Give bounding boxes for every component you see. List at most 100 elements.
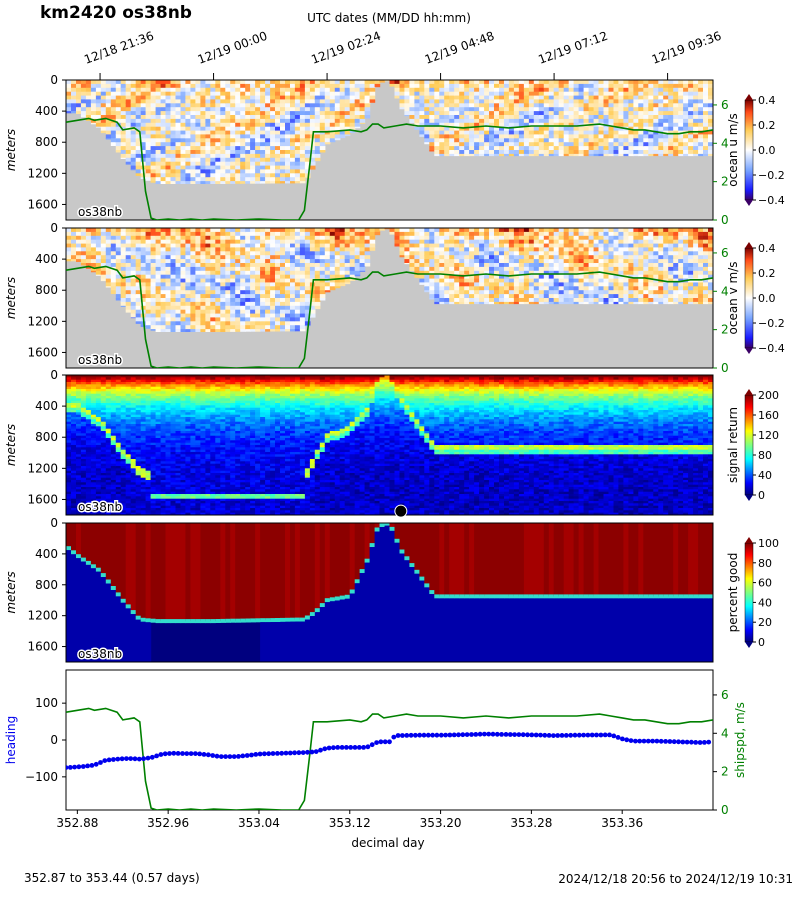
- velocity-cell: [95, 83, 102, 89]
- velocity-cell: [623, 122, 629, 128]
- velocity-cell: [543, 270, 550, 276]
- velocity-cell: [538, 251, 545, 256]
- velocity-cell: [628, 130, 634, 136]
- velocity-cell: [180, 103, 187, 108]
- velocity-cell: [260, 243, 266, 249]
- velocity-cell: [653, 80, 659, 85]
- velocity-cell: [404, 255, 410, 260]
- velocity-cell: [538, 274, 545, 280]
- velocity-cell: [175, 313, 182, 319]
- velocity-cell: [434, 134, 440, 139]
- velocity-cell: [469, 146, 475, 151]
- velocity-cell: [663, 115, 669, 120]
- velocity-cell: [125, 290, 132, 295]
- velocity-cell: [538, 290, 545, 295]
- velocity-cell: [205, 298, 211, 303]
- velocity-cell: [673, 80, 679, 85]
- velocity-cell: [379, 80, 386, 83]
- velocity-cell: [294, 99, 301, 104]
- velocity-cell: [508, 153, 515, 157]
- velocity-cell: [190, 317, 196, 322]
- velocity-cell: [608, 153, 615, 157]
- velocity-cell: [175, 301, 182, 307]
- velocity-cell: [429, 91, 435, 97]
- velocity-cell: [349, 259, 356, 264]
- velocity-cell: [494, 301, 500, 305]
- velocity-cell: [583, 266, 590, 272]
- velocity-cell: [85, 115, 92, 120]
- velocity-cell: [459, 146, 465, 151]
- velocity-cell: [538, 99, 545, 104]
- velocity-cell: [130, 142, 137, 147]
- velocity-cell: [583, 146, 590, 151]
- velocity-cell: [115, 266, 122, 272]
- velocity-cell: [200, 235, 206, 241]
- velocity-cell: [499, 243, 505, 249]
- velocity-cell: [628, 138, 634, 143]
- velocity-cell: [80, 111, 87, 116]
- velocity-cell: [543, 235, 550, 241]
- velocity-cell: [399, 87, 406, 93]
- velocity-cell: [464, 239, 470, 245]
- velocity-cell: [299, 243, 306, 249]
- velocity-cell: [489, 251, 495, 256]
- velocity-cell: [484, 118, 490, 124]
- velocity-cell: [205, 126, 211, 132]
- velocity-cell: [464, 115, 470, 120]
- velocity-cell: [593, 134, 600, 139]
- velocity-cell: [523, 107, 530, 112]
- shipspd-overlay-line: [66, 117, 713, 220]
- velocity-cell: [494, 228, 500, 233]
- velocity-cell: [100, 111, 107, 116]
- velocity-cell: [434, 118, 440, 124]
- velocity-cell: [175, 103, 182, 108]
- velocity-cell: [334, 270, 341, 276]
- velocity-cell: [110, 130, 117, 136]
- velocity-cell: [130, 243, 137, 249]
- velocity-cell: [449, 138, 455, 143]
- velocity-cell: [648, 126, 654, 132]
- velocity-cell: [673, 130, 679, 136]
- velocity-cell: [648, 228, 654, 233]
- velocity-cell: [518, 87, 525, 93]
- velocity-cell: [145, 274, 152, 280]
- velocity-cell: [419, 95, 425, 101]
- velocity-cell: [334, 243, 341, 249]
- velocity-cell: [484, 266, 490, 272]
- velocity-cell: [563, 126, 570, 132]
- velocity-cell: [643, 146, 649, 151]
- velocity-cell: [334, 247, 341, 252]
- velocity-cell: [543, 294, 550, 299]
- velocity-cell: [508, 80, 515, 85]
- velocity-cell: [703, 103, 709, 108]
- velocity-cell: [190, 243, 196, 249]
- velocity-cell: [548, 290, 555, 295]
- velocity-cell: [504, 111, 510, 116]
- velocity-cell: [444, 122, 450, 128]
- velocity-cell: [245, 286, 251, 291]
- velocity-cell: [220, 122, 226, 128]
- velocity-cell: [424, 87, 430, 93]
- velocity-cell: [508, 294, 515, 299]
- velocity-cell: [543, 83, 550, 89]
- velocity-cell: [294, 181, 301, 184]
- velocity-cell: [299, 138, 306, 143]
- velocity-cell: [429, 231, 435, 237]
- velocity-cell: [240, 107, 246, 112]
- velocity-cell: [215, 290, 221, 295]
- velocity-cell: [528, 282, 535, 287]
- velocity-cell: [240, 118, 246, 124]
- velocity-cell: [618, 95, 624, 101]
- velocity-cell: [314, 122, 321, 128]
- velocity-cell: [663, 87, 669, 93]
- velocity-cell: [533, 247, 540, 252]
- velocity-cell: [115, 107, 122, 112]
- velocity-cell: [255, 146, 261, 151]
- velocity-cell: [658, 146, 664, 151]
- velocity-cell: [349, 251, 356, 256]
- velocity-cell: [708, 138, 713, 143]
- velocity-cell: [653, 231, 659, 237]
- velocity-cell: [528, 255, 535, 260]
- velocity-cell: [210, 286, 216, 291]
- velocity-cell: [444, 239, 450, 245]
